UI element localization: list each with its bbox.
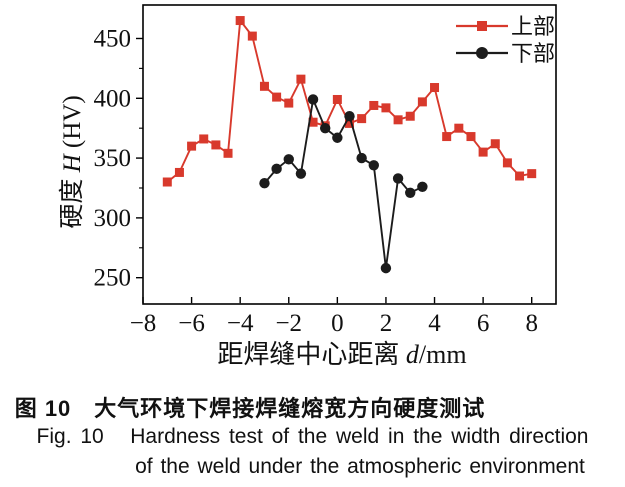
plot-border [142, 4, 557, 305]
square-marker [247, 31, 257, 41]
square-marker [417, 97, 427, 107]
square-marker [405, 111, 415, 121]
y-axis-label: 硬度 H (HV) [58, 95, 86, 228]
square-marker [381, 103, 391, 113]
x-tick-label: −2 [275, 310, 302, 337]
circle-marker [368, 160, 379, 171]
x-tick-label: 0 [331, 310, 344, 337]
x-tick-label: −8 [130, 310, 157, 337]
circle-marker [320, 122, 331, 134]
series-line [166, 18, 532, 183]
square-marker [187, 141, 197, 151]
square-marker [466, 132, 476, 142]
y-tick-label: 300 [94, 205, 132, 232]
caption-english-line1: Fig. 10 Hardness test of the weld in the… [36, 425, 589, 448]
y-tick-label: 250 [94, 265, 132, 292]
caption-chinese: 图 10 大气环境下焊接焊缝熔宽方向硬度测试 [14, 396, 486, 421]
series-lower [259, 94, 428, 274]
square-marker [393, 115, 403, 125]
square-marker [296, 74, 306, 84]
circle-marker [417, 181, 428, 192]
square-marker [345, 118, 354, 128]
square-marker [199, 134, 209, 144]
square-marker [162, 177, 172, 187]
square-marker [430, 83, 440, 93]
x-tick-label: −6 [178, 310, 205, 337]
square-marker [490, 139, 500, 149]
series-line [263, 96, 423, 269]
square-marker [454, 123, 464, 133]
circle-marker [307, 94, 319, 105]
square-marker [369, 100, 379, 110]
y-tick-label: 400 [94, 85, 132, 112]
circle-marker [283, 154, 294, 165]
legend-square-marker [477, 21, 487, 31]
chart-area: −8 −6 −4 −2 0 2 4 6 8 250 300 350 400 450 硬度 H (HV) 距焊缝… [58, 4, 557, 369]
y-tick-label: 450 [94, 25, 132, 52]
legend-label: 上部 [511, 14, 555, 39]
square-marker [284, 98, 294, 108]
hardness-chart: −8 −6 −4 −2 0 2 4 6 8 250 300 350 400 450 硬度 H (HV) 距焊缝… [58, 4, 557, 369]
axes [136, 4, 557, 305]
square-marker [515, 171, 525, 181]
circle-marker [344, 111, 355, 122]
circle-marker [271, 163, 282, 175]
legend-circle-marker [476, 47, 488, 59]
square-marker [223, 148, 233, 158]
circle-marker [356, 152, 367, 164]
square-marker [332, 94, 342, 104]
square-marker [211, 140, 221, 150]
circle-marker [392, 173, 404, 184]
caption-english-line2: of the weld under the atmospheric enviro… [135, 455, 585, 478]
x-tick-label: −4 [227, 310, 254, 337]
square-marker [527, 169, 537, 179]
y-tick-label: 350 [94, 145, 132, 172]
x-axis-label: 距焊缝中心距离 d/mm [217, 340, 466, 369]
x-tick-label: 4 [428, 310, 441, 337]
circle-marker [259, 178, 270, 189]
legend-label: 下部 [511, 41, 555, 66]
circle-marker [295, 168, 307, 179]
circle-marker [405, 187, 416, 198]
square-marker [308, 117, 318, 127]
square-marker [174, 167, 184, 177]
square-marker [478, 147, 488, 157]
square-marker [502, 158, 512, 168]
square-marker [442, 132, 452, 142]
x-tick-label: 6 [477, 310, 490, 337]
circle-marker [332, 132, 343, 143]
tick-labels: −8 −6 −4 −2 0 2 4 6 8 250 300 350 400 450 [94, 25, 538, 337]
series-upper [162, 16, 537, 187]
circle-marker [380, 262, 392, 274]
square-marker [272, 92, 282, 102]
square-marker [357, 114, 367, 124]
x-tick-label: 2 [380, 310, 393, 337]
x-tick-label: 8 [525, 310, 538, 337]
square-marker [259, 81, 269, 91]
square-marker [235, 16, 245, 26]
